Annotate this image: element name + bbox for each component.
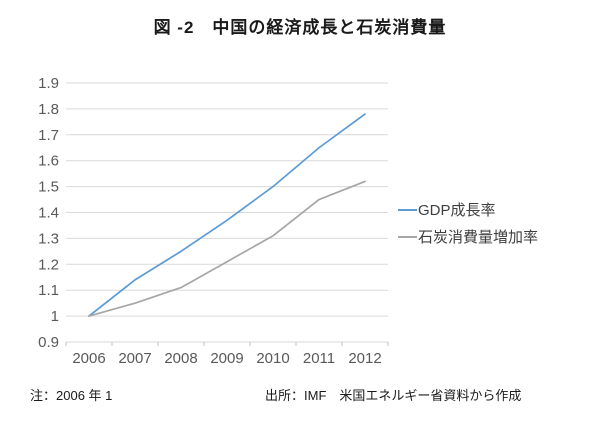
y-tick-label: 1 [51,308,59,325]
chart-title: 図 -2 中国の経済成長と石炭消費量 [153,18,447,37]
x-tick-label: 2010 [256,350,289,367]
legend-item-gdp: GDP成長率 [398,196,538,223]
y-tick-label: 1.3 [38,230,59,247]
x-tick-label: 2011 [303,350,335,367]
y-tick-label: 1.1 [38,282,59,299]
legend-label-gdp: GDP成長率 [418,202,496,219]
coal-line-swatch [398,235,417,238]
gdp-line-swatch [398,208,417,211]
x-tick-label: 2009 [210,350,243,367]
footnote: 注：2006 年 1 [30,388,113,403]
x-tick-label: 2007 [118,350,151,367]
source-note: 出所：IMF 米国エネルギー省資料から作成 [265,388,522,403]
y-tick-label: 1.9 [38,75,59,92]
legend: GDP成長率 石炭消費量増加率 [398,196,538,250]
gdp-growth-line [88,113,366,317]
legend-item-coal: 石炭消費量増加率 [398,223,538,250]
y-tick-label: 0.9 [38,334,59,351]
legend-label-coal: 石炭消費量増加率 [418,229,539,246]
y-tick-label: 1.6 [38,153,59,170]
y-tick-label: 1.2 [38,256,59,273]
y-tick-label: 1.5 [38,179,59,196]
y-tick-label: 1.7 [38,127,59,144]
y-tick-label: 1.4 [38,205,59,222]
x-tick-label: 2012 [348,350,381,367]
x-tick-label: 2008 [164,350,197,367]
x-tick-label: 2006 [72,350,105,367]
y-tick-label: 1.8 [38,101,59,118]
coal-consumption-line [88,180,366,317]
